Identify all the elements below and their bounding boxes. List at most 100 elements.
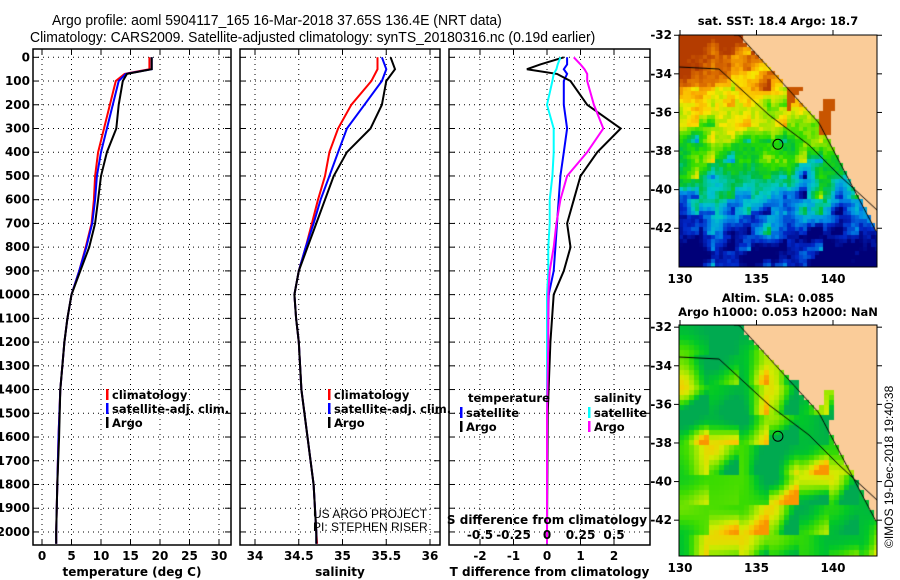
legend-swatch	[328, 389, 331, 400]
lat-tick-label: -42	[650, 221, 672, 235]
lat-tick-label: -34	[650, 359, 672, 373]
series-line-satellite-adj-clim-	[293, 56, 388, 544]
s-tick-label: 0	[543, 528, 551, 542]
legend-swatch	[588, 407, 591, 418]
x-tick-label: 34	[247, 549, 264, 563]
depth-tick-label: 1100	[0, 311, 30, 325]
series-line-argo	[293, 56, 397, 544]
x-axis-label: T difference from climatology	[450, 565, 650, 579]
x-axis-label: temperature (deg C)	[63, 565, 202, 579]
depth-tick-label: 200	[5, 98, 30, 112]
legend-swatch	[106, 389, 109, 400]
depth-tick-label: 1800	[0, 477, 30, 491]
x-tick-label: 35	[334, 549, 351, 563]
depth-tick-label: 1600	[0, 430, 30, 444]
x-tick-label: 5	[67, 549, 75, 563]
sla-map-subtitle: Argo h1000: 0.053 h2000: NaN	[678, 305, 878, 319]
plot-frame	[239, 48, 441, 546]
legend-title-temperature: temperature	[468, 391, 550, 405]
x-tick-label: 30	[211, 549, 228, 563]
depth-tick-label: 1200	[0, 335, 30, 349]
s-axis-label: S difference from climatology	[447, 513, 647, 527]
lat-tick-label: -32	[650, 320, 672, 334]
legend-swatch	[328, 417, 331, 428]
sst-map	[679, 35, 877, 267]
lat-tick-label: -38	[650, 436, 672, 450]
panel-2	[239, 48, 441, 546]
panel-3	[448, 48, 651, 546]
legend-label: Argo	[334, 416, 365, 430]
sst-map-title: sat. SST: 18.4 Argo: 18.7	[698, 14, 858, 28]
x-tick-label: 0	[543, 549, 551, 563]
lon-tick-label: 130	[667, 272, 692, 286]
depth-tick-label: 300	[5, 122, 30, 136]
legend-label: satellite-adj. clim.	[334, 402, 451, 416]
map-frame	[678, 324, 878, 557]
x-tick-label: 20	[152, 549, 169, 563]
depth-tick-label: 1000	[0, 288, 30, 302]
depth-tick-label: 1400	[0, 383, 30, 397]
lon-tick-label: 140	[820, 561, 845, 575]
lat-tick-label: -34	[650, 67, 672, 81]
map-frame	[678, 34, 878, 268]
s-tick-label: 0.25	[566, 528, 596, 542]
legend-swatch	[588, 421, 591, 432]
lon-tick-label: 140	[820, 272, 845, 286]
lat-tick-label: -36	[650, 105, 672, 119]
x-tick-label: 35.5	[371, 549, 401, 563]
lat-tick-label: -32	[650, 28, 672, 42]
legend-title-salinity: salinity	[594, 391, 642, 405]
legend-swatch	[106, 417, 109, 428]
legend-label: Argo	[112, 416, 143, 430]
depth-tick-label: 800	[5, 240, 30, 254]
depth-tick-label: 1900	[0, 501, 30, 515]
series-line-t-argo	[526, 56, 623, 544]
depth-tick-label: 0	[22, 50, 30, 64]
depth-tick-label: 1700	[0, 454, 30, 468]
x-tick-label: 0	[38, 549, 46, 563]
title-line-2: Climatology: CARS2009. Satellite-adjuste…	[30, 29, 596, 46]
lon-tick-label: 130	[667, 561, 692, 575]
x-tick-label: -2	[473, 549, 486, 563]
x-tick-label: 34.5	[284, 549, 314, 563]
x-tick-label: 2	[610, 549, 618, 563]
legend-label: satellite-adj. clim.	[112, 402, 229, 416]
panel-1	[32, 48, 232, 546]
series-line-argo	[55, 57, 153, 544]
lon-tick-label: 135	[744, 272, 769, 286]
legend-label: climatology	[112, 388, 188, 402]
lat-tick-label: -38	[650, 144, 672, 158]
s-tick-label: -0.5	[467, 528, 493, 542]
lat-tick-label: -42	[650, 513, 672, 527]
x-tick-label: -1	[507, 549, 520, 563]
x-tick-label: 36	[422, 549, 439, 563]
series-line-climatology	[293, 57, 379, 544]
depth-tick-label: 100	[5, 74, 30, 88]
depth-tick-label: 600	[5, 193, 30, 207]
x-axis-label: salinity	[315, 565, 365, 579]
sla-map-title: Altim. SLA: 0.085	[722, 291, 834, 305]
lat-tick-label: -36	[650, 397, 672, 411]
plot-frame	[448, 48, 651, 546]
sla-map	[679, 325, 877, 556]
depth-tick-label: 500	[5, 169, 30, 183]
lat-tick-label: -40	[650, 475, 672, 489]
legend-swatch	[328, 403, 331, 414]
series-line-s-satellite	[545, 56, 562, 544]
legend-label: satellite	[466, 406, 519, 420]
legend-label: satellite	[594, 406, 647, 420]
s-tick-label: 0.5	[603, 528, 624, 542]
x-tick-label: 15	[122, 549, 139, 563]
x-tick-label: 10	[93, 549, 110, 563]
legend-swatch	[106, 403, 109, 414]
legend-label: climatology	[334, 388, 410, 402]
lon-tick-label: 135	[744, 561, 769, 575]
x-tick-label: 25	[181, 549, 198, 563]
series-line-t-satellite	[546, 57, 569, 544]
title-line-1: Argo profile: aoml 5904117_165 16-Mar-20…	[52, 12, 502, 29]
x-tick-label: 1	[576, 549, 584, 563]
depth-tick-label: 400	[5, 145, 30, 159]
depth-tick-label: 700	[5, 216, 30, 230]
pi-label: PI: STEPHEN RISER	[313, 520, 428, 534]
